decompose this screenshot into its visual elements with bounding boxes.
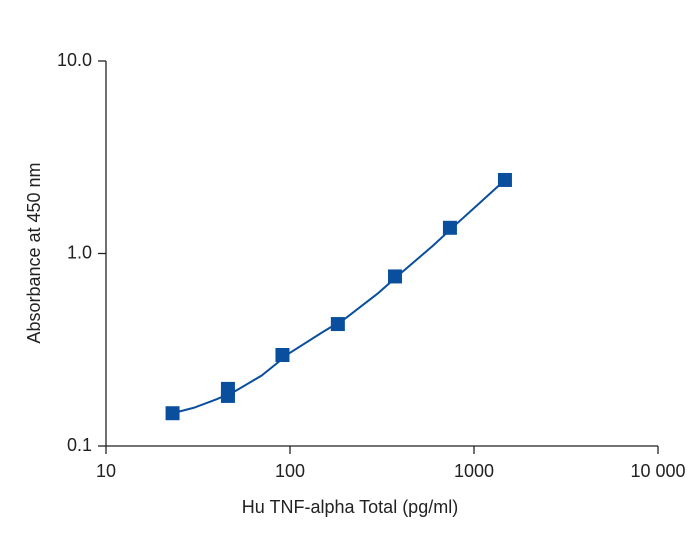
data-point (220, 388, 235, 403)
x-tick-label: 1000 (454, 461, 494, 481)
y-tick-label: 1.0 (67, 242, 92, 262)
data-point (165, 406, 180, 421)
data-point (330, 317, 345, 332)
y-tick-label: 10.0 (57, 50, 92, 70)
y-axis-title: Absorbance at 450 nm (24, 162, 44, 343)
y-tick-label: 0.1 (67, 435, 92, 455)
data-point (387, 269, 402, 284)
x-tick-label: 10 (96, 461, 116, 481)
data-point (442, 220, 457, 235)
data-point (497, 172, 512, 187)
x-tick-label: 10 000 (630, 461, 685, 481)
fit-curve (172, 179, 506, 415)
x-tick-label: 100 (275, 461, 305, 481)
data-point (275, 347, 290, 362)
x-axis-title: Hu TNF-alpha Total (pg/ml) (242, 497, 458, 517)
